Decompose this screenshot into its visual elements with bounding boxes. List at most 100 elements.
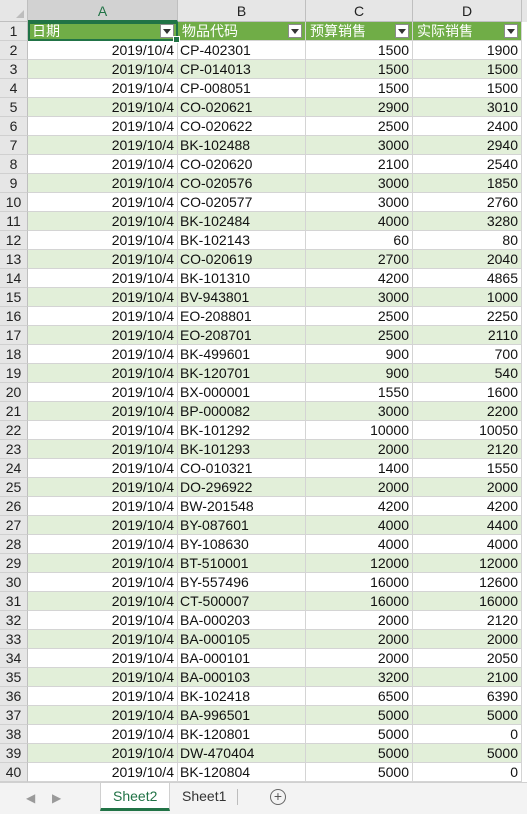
cell-item-code[interactable]: CO-020622 — [178, 117, 306, 136]
row-number[interactable]: 38 — [0, 725, 28, 744]
cell-item-code[interactable]: CT-500007 — [178, 592, 306, 611]
row-number[interactable]: 18 — [0, 345, 28, 364]
row-number[interactable]: 1 — [0, 22, 28, 41]
column-header-a[interactable]: A — [28, 0, 178, 22]
cell-actual-sales[interactable]: 5000 — [413, 744, 522, 763]
cell-item-code[interactable]: BV-943801 — [178, 288, 306, 307]
cell-date[interactable]: 2019/10/4 — [28, 763, 178, 782]
cell-actual-sales[interactable]: 6390 — [413, 687, 522, 706]
cell-actual-sales[interactable]: 1900 — [413, 41, 522, 60]
cell-actual-sales[interactable]: 5000 — [413, 706, 522, 725]
cell-date[interactable]: 2019/10/4 — [28, 535, 178, 554]
cell-date[interactable]: 2019/10/4 — [28, 402, 178, 421]
cell-item-code[interactable]: BX-000001 — [178, 383, 306, 402]
cell-actual-sales[interactable]: 2400 — [413, 117, 522, 136]
cell-date[interactable]: 2019/10/4 — [28, 421, 178, 440]
row-number[interactable]: 35 — [0, 668, 28, 687]
cell-item-code[interactable]: BK-101310 — [178, 269, 306, 288]
cell-item-code[interactable]: CO-020621 — [178, 98, 306, 117]
filter-dropdown-icon[interactable] — [288, 24, 302, 38]
cell-item-code[interactable]: BK-101293 — [178, 440, 306, 459]
cell-actual-sales[interactable]: 4865 — [413, 269, 522, 288]
row-number[interactable]: 10 — [0, 193, 28, 212]
cell-date[interactable]: 2019/10/4 — [28, 307, 178, 326]
cell-budget-sales[interactable]: 5000 — [306, 706, 413, 725]
cell-actual-sales[interactable]: 12600 — [413, 573, 522, 592]
cell-budget-sales[interactable]: 2000 — [306, 440, 413, 459]
cell-budget-sales[interactable]: 4200 — [306, 269, 413, 288]
cell-item-code[interactable]: BK-102418 — [178, 687, 306, 706]
cell-actual-sales[interactable]: 2100 — [413, 668, 522, 687]
cell-actual-sales[interactable]: 3010 — [413, 98, 522, 117]
row-number[interactable]: 36 — [0, 687, 28, 706]
cell-date[interactable]: 2019/10/4 — [28, 212, 178, 231]
cell-date[interactable]: 2019/10/4 — [28, 383, 178, 402]
cell-actual-sales[interactable]: 0 — [413, 725, 522, 744]
cell-actual-sales[interactable]: 3280 — [413, 212, 522, 231]
cell-item-code[interactable]: BK-120804 — [178, 763, 306, 782]
cell-budget-sales[interactable]: 3000 — [306, 193, 413, 212]
row-number[interactable]: 21 — [0, 402, 28, 421]
row-number[interactable]: 31 — [0, 592, 28, 611]
header-cell-item-code[interactable]: 物品代码 — [178, 22, 306, 41]
cell-actual-sales[interactable]: 80 — [413, 231, 522, 250]
cell-item-code[interactable]: BT-510001 — [178, 554, 306, 573]
row-number[interactable]: 11 — [0, 212, 28, 231]
filter-dropdown-icon[interactable] — [160, 24, 174, 38]
cell-item-code[interactable]: BP-000082 — [178, 402, 306, 421]
row-number[interactable]: 15 — [0, 288, 28, 307]
cell-date[interactable]: 2019/10/4 — [28, 288, 178, 307]
cell-date[interactable]: 2019/10/4 — [28, 725, 178, 744]
cell-item-code[interactable]: DO-296922 — [178, 478, 306, 497]
cell-item-code[interactable]: CO-020619 — [178, 250, 306, 269]
cell-date[interactable]: 2019/10/4 — [28, 41, 178, 60]
header-cell-actual-sales[interactable]: 实际销售 — [413, 22, 522, 41]
cell-date[interactable]: 2019/10/4 — [28, 649, 178, 668]
cell-budget-sales[interactable]: 3000 — [306, 136, 413, 155]
cell-actual-sales[interactable]: 2000 — [413, 478, 522, 497]
cell-date[interactable]: 2019/10/4 — [28, 497, 178, 516]
cell-budget-sales[interactable]: 3000 — [306, 288, 413, 307]
cell-budget-sales[interactable]: 2700 — [306, 250, 413, 269]
header-cell-date[interactable]: 日期 — [28, 22, 178, 41]
row-number[interactable]: 13 — [0, 250, 28, 269]
cell-actual-sales[interactable]: 1600 — [413, 383, 522, 402]
row-number[interactable]: 23 — [0, 440, 28, 459]
cell-date[interactable]: 2019/10/4 — [28, 554, 178, 573]
cell-budget-sales[interactable]: 16000 — [306, 592, 413, 611]
cell-actual-sales[interactable]: 2110 — [413, 326, 522, 345]
cell-item-code[interactable]: BK-101292 — [178, 421, 306, 440]
cell-item-code[interactable]: BA-000101 — [178, 649, 306, 668]
cell-actual-sales[interactable]: 540 — [413, 364, 522, 383]
cell-actual-sales[interactable]: 1550 — [413, 459, 522, 478]
cell-budget-sales[interactable]: 4000 — [306, 212, 413, 231]
cell-actual-sales[interactable]: 1850 — [413, 174, 522, 193]
cell-actual-sales[interactable]: 2940 — [413, 136, 522, 155]
row-number[interactable]: 27 — [0, 516, 28, 535]
cell-budget-sales[interactable]: 2900 — [306, 98, 413, 117]
cell-item-code[interactable]: BY-108630 — [178, 535, 306, 554]
cell-actual-sales[interactable]: 1000 — [413, 288, 522, 307]
row-number[interactable]: 4 — [0, 79, 28, 98]
cell-item-code[interactable]: BK-120701 — [178, 364, 306, 383]
cell-budget-sales[interactable]: 2000 — [306, 649, 413, 668]
row-number[interactable]: 32 — [0, 611, 28, 630]
cell-date[interactable]: 2019/10/4 — [28, 478, 178, 497]
cell-item-code[interactable]: BA-000105 — [178, 630, 306, 649]
row-number[interactable]: 34 — [0, 649, 28, 668]
cell-item-code[interactable]: BA-000203 — [178, 611, 306, 630]
cell-budget-sales[interactable]: 900 — [306, 364, 413, 383]
cell-budget-sales[interactable]: 4000 — [306, 535, 413, 554]
cell-budget-sales[interactable]: 10000 — [306, 421, 413, 440]
cell-item-code[interactable]: BK-102488 — [178, 136, 306, 155]
cell-actual-sales[interactable]: 1500 — [413, 60, 522, 79]
cell-item-code[interactable]: EO-208801 — [178, 307, 306, 326]
cell-actual-sales[interactable]: 2050 — [413, 649, 522, 668]
cell-actual-sales[interactable]: 4200 — [413, 497, 522, 516]
cell-item-code[interactable]: CO-020620 — [178, 155, 306, 174]
filter-dropdown-icon[interactable] — [395, 24, 409, 38]
row-number[interactable]: 37 — [0, 706, 28, 725]
cell-date[interactable]: 2019/10/4 — [28, 231, 178, 250]
cell-budget-sales[interactable]: 6500 — [306, 687, 413, 706]
column-header-b[interactable]: B — [178, 0, 306, 22]
